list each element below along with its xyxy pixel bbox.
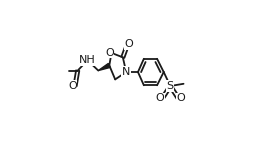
Polygon shape bbox=[98, 63, 110, 71]
Text: O: O bbox=[68, 81, 77, 91]
Text: O: O bbox=[105, 48, 114, 58]
Text: O: O bbox=[177, 93, 185, 103]
Text: O: O bbox=[125, 39, 133, 49]
Text: NH: NH bbox=[79, 55, 96, 65]
Text: S: S bbox=[167, 81, 174, 91]
Text: N: N bbox=[122, 67, 130, 77]
Text: O: O bbox=[155, 93, 164, 103]
